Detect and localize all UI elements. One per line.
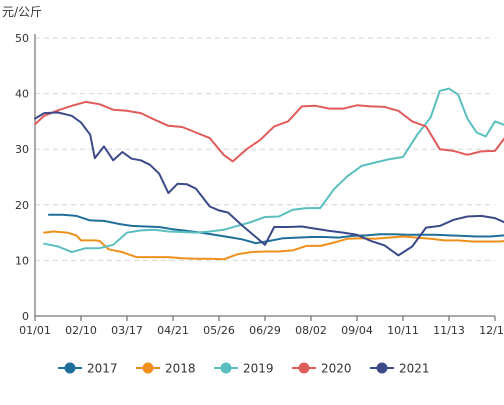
legend-marker-2020	[298, 362, 310, 374]
x-tick-label: 10/11	[387, 324, 419, 337]
series-line-2020	[34, 100, 504, 163]
y-axis-ticks: 0 10 20 30 40 50	[15, 32, 29, 323]
legend-label-2017: 2017	[87, 362, 118, 376]
legend-label-2020: 2020	[321, 362, 352, 376]
y-tick-label: 0	[22, 310, 29, 323]
grid-lines	[35, 37, 495, 261]
x-tick-label: 09/04	[341, 324, 373, 337]
series-line-2017	[47, 213, 504, 245]
series-line-2018	[43, 230, 504, 261]
legend-marker-2017	[64, 362, 76, 374]
x-tick-label: 12/17	[479, 324, 504, 337]
y-tick-label: 10	[15, 254, 29, 267]
y-tick-label: 30	[15, 143, 29, 156]
y-tick-label: 20	[15, 199, 29, 212]
y-tick-label: 50	[15, 32, 29, 45]
legend-marker-2019	[220, 362, 232, 374]
x-tick-label: 01/01	[19, 324, 51, 337]
y-tick-label: 40	[15, 88, 29, 101]
legend-label-2019: 2019	[243, 362, 274, 376]
series-lines	[34, 87, 504, 261]
y-axis-unit-label: 元/公斤	[2, 5, 42, 19]
series-line-2019	[43, 87, 504, 254]
x-tick-label: 03/17	[111, 324, 143, 337]
x-tick-label: 05/26	[203, 324, 235, 337]
legend-marker-2021	[376, 362, 388, 374]
x-tick-label: 06/29	[249, 324, 281, 337]
x-tick-label: 11/13	[433, 324, 465, 337]
legend: 2017 2018 2019 2020 2021	[58, 362, 430, 376]
axes	[34, 34, 495, 317]
x-tick-label: 08/02	[295, 324, 327, 337]
legend-marker-2018	[142, 362, 154, 374]
legend-label-2018: 2018	[165, 362, 196, 376]
legend-label-2021: 2021	[399, 362, 430, 376]
x-tick-label: 02/10	[65, 324, 97, 337]
x-axis-ticks: 01/01 02/10 03/17 04/21 05/26 06/29 08/02 09/04…	[19, 316, 504, 337]
series-line-2021	[34, 111, 504, 257]
x-tick-label: 04/21	[157, 324, 189, 337]
